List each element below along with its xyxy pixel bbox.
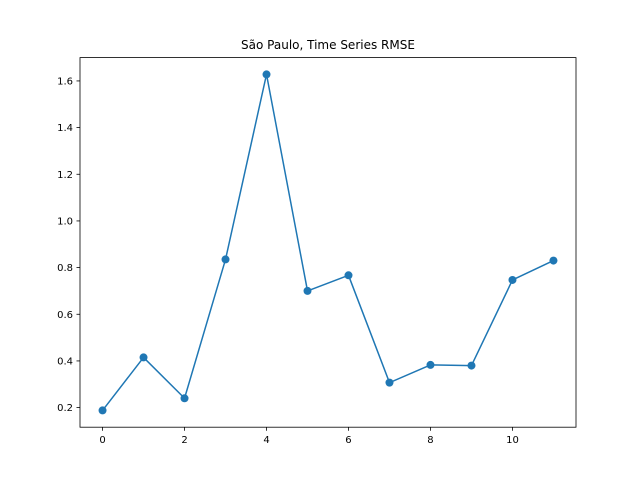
x-tick-label: 4 (263, 435, 269, 446)
y-axis: 0.2 0.4 0.6 0.8 1.0 1.2 1.4 1.6 (57, 77, 80, 414)
y-tick-label: 0.4 (57, 357, 73, 368)
y-tick-label: 1.2 (57, 170, 73, 181)
y-tick-label: 1.4 (57, 123, 73, 134)
data-point (98, 406, 107, 415)
data-point (467, 361, 476, 370)
data-point (139, 353, 148, 362)
y-tick-label: 0.6 (57, 310, 73, 321)
data-point (508, 275, 517, 284)
y-tick-label: 1.0 (57, 217, 73, 228)
x-axis: 0 2 4 6 8 10 (99, 427, 519, 446)
y-tick-label: 0.2 (57, 403, 73, 414)
series-line (101, 73, 554, 411)
data-point (180, 394, 189, 403)
y-tick-label: 0.8 (57, 263, 73, 274)
data-point (385, 378, 394, 387)
data-point (262, 70, 271, 79)
chart-title: São Paulo, Time Series RMSE (241, 38, 415, 52)
x-tick-label: 2 (181, 435, 187, 446)
data-point (221, 255, 230, 264)
data-point (344, 271, 353, 280)
plot-frame (79, 57, 577, 428)
x-tick-label: 10 (506, 435, 519, 446)
x-tick-label: 0 (99, 435, 105, 446)
x-tick-label: 8 (427, 435, 433, 446)
x-tick-label: 6 (345, 435, 351, 446)
data-point (426, 360, 435, 369)
series-layer (98, 70, 558, 415)
data-point (549, 256, 558, 265)
data-point (303, 286, 312, 295)
y-tick-label: 1.6 (57, 77, 73, 88)
